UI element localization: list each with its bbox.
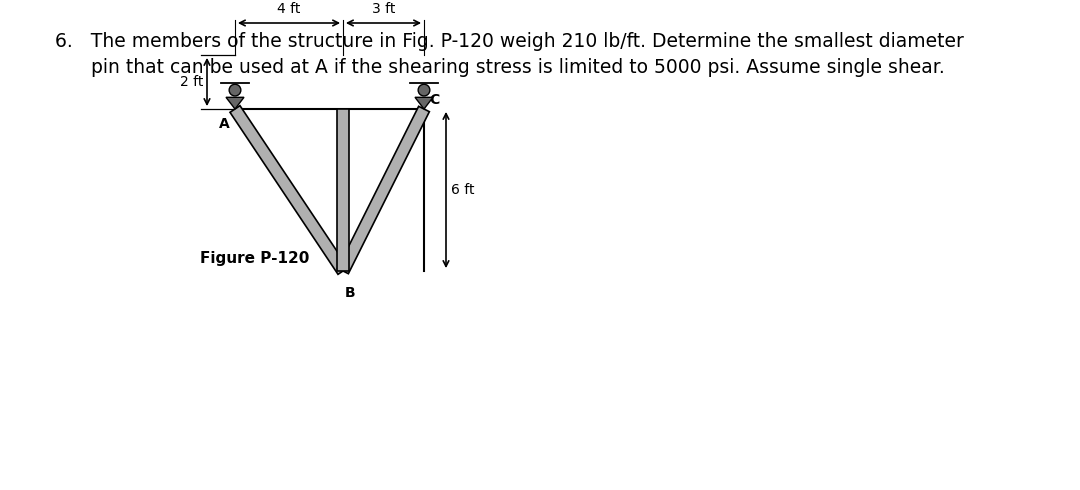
Text: 2 ft: 2 ft	[179, 75, 203, 89]
Text: B: B	[345, 286, 355, 300]
Polygon shape	[415, 98, 433, 109]
Polygon shape	[226, 98, 244, 109]
Text: pin that can be used at A if the shearing stress is limited to 5000 psi. Assume : pin that can be used at A if the shearin…	[55, 58, 945, 77]
Text: 6.   The members of the structure in Fig. P-120 weigh 210 lb/ft. Determine the s: 6. The members of the structure in Fig. …	[55, 32, 963, 51]
Text: A: A	[219, 117, 230, 131]
Text: C: C	[429, 93, 440, 107]
Text: 4 ft: 4 ft	[278, 2, 300, 16]
Polygon shape	[337, 109, 349, 271]
Circle shape	[418, 84, 430, 96]
Polygon shape	[230, 106, 348, 274]
Text: 6 ft: 6 ft	[451, 183, 474, 197]
Circle shape	[229, 84, 241, 96]
Text: 3 ft: 3 ft	[372, 2, 395, 16]
Polygon shape	[338, 106, 430, 274]
Text: Figure P-120: Figure P-120	[200, 251, 309, 266]
